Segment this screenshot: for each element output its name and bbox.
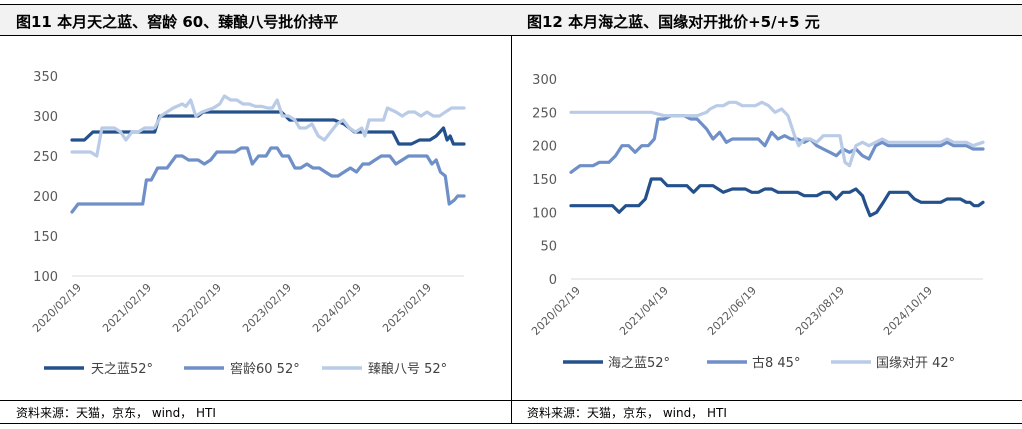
x-tick-label: 2022/02/19	[170, 281, 224, 335]
x-tick-label: 2022/06/19	[705, 284, 759, 338]
y-tick-label: 350	[33, 70, 58, 85]
y-tick-label: 0	[549, 273, 557, 288]
panel-divider	[511, 4, 512, 424]
y-tick-label: 200	[33, 190, 58, 205]
right-source-text: 资料来源：天猫，京东， wind， HTI	[527, 406, 727, 420]
x-tick-label: 2024/02/19	[310, 281, 364, 335]
y-tick-label: 150	[532, 173, 557, 188]
y-tick-label: 300	[33, 110, 58, 125]
y-tick-label: 100	[33, 270, 58, 285]
legend-label-1: 海之蓝52°	[608, 356, 670, 371]
y-tick-label: 100	[532, 206, 557, 221]
x-tick-label: 2020/02/19	[529, 284, 583, 338]
legend-label-2: 窖龄60 52°	[230, 361, 300, 377]
left-source-bar: 资料来源：天猫，京东， wind， HTI	[0, 400, 511, 424]
x-tick-label: 2020/02/19	[30, 281, 84, 335]
right-panel: 图12 本月海之蓝、国缘对开批价+5/+5 元 0 50 100 150 200 250 3…	[511, 0, 1022, 429]
y-tick-label: 300	[532, 73, 557, 88]
x-tick-label: 2023/08/19	[793, 284, 847, 338]
left-source-text: 资料来源：天猫，京东， wind， HTI	[16, 406, 216, 420]
right-chart: 0 50 100 150 200 250 300 2020/02/19 2021/04/19 20…	[529, 73, 985, 371]
left-chart: 100 150 200 250 300 350 2020/02/19 2021/02/19 20…	[30, 70, 466, 377]
left-title-bar: 图11 本月天之蓝、窖龄 60、臻酿八号批价持平	[0, 4, 511, 36]
x-tick-label: 2024/10/19	[881, 284, 935, 338]
series-line-3	[70, 94, 466, 158]
right-chart-title: 图12 本月海之蓝、国缘对开批价+5/+5 元	[527, 13, 820, 31]
x-tick-label: 2023/02/19	[240, 281, 294, 335]
legend-label-2: 古8 45°	[752, 356, 800, 371]
legend-label-1: 天之蓝52°	[91, 362, 153, 377]
left-panel: 图11 本月天之蓝、窖龄 60、臻酿八号批价持平 100 150 200 250 300…	[0, 4, 511, 424]
legend-label-3: 臻酿八号 52°	[368, 361, 447, 377]
right-title-bar: 图12 本月海之蓝、国缘对开批价+5/+5 元	[511, 4, 1022, 36]
series-line-2	[569, 114, 985, 174]
y-tick-label: 250	[532, 106, 557, 121]
series-line-1	[70, 110, 466, 146]
legend-label-3: 国缘对开 42°	[876, 356, 955, 371]
y-tick-label: 150	[33, 230, 58, 245]
x-tick-label: 2025/02/19	[380, 281, 434, 335]
series-line-2	[70, 146, 466, 214]
x-tick-label: 2021/04/19	[617, 284, 671, 338]
series-line-3	[569, 100, 985, 168]
y-tick-label: 250	[33, 150, 58, 165]
x-tick-label: 2021/02/19	[100, 281, 154, 335]
right-source-bar: 资料来源：天猫，京东， wind， HTI	[511, 400, 1022, 424]
y-tick-label: 50	[540, 240, 557, 255]
left-chart-title: 图11 本月天之蓝、窖龄 60、臻酿八号批价持平	[16, 13, 339, 31]
y-tick-label: 200	[532, 140, 557, 155]
series-line-1	[569, 177, 985, 218]
